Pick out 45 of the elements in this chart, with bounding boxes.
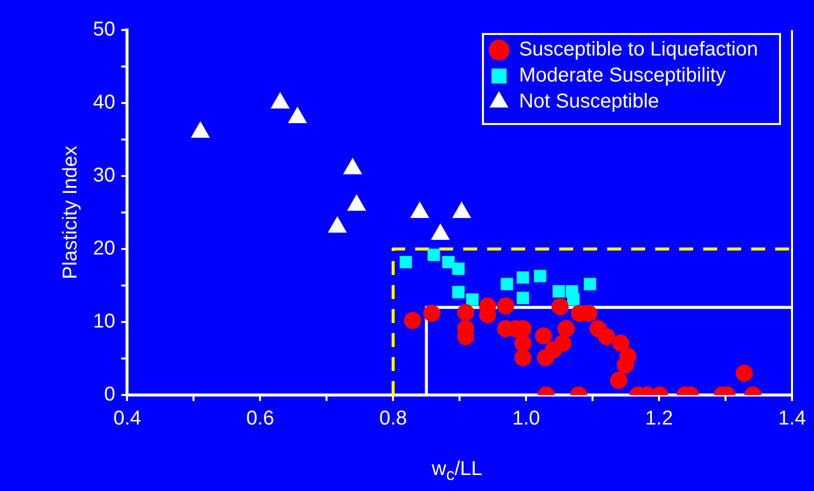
y-tick-label: 30 [92, 164, 116, 187]
point [552, 285, 565, 298]
y-tick-label: 50 [92, 18, 116, 41]
point [584, 278, 596, 290]
point [598, 328, 616, 346]
x-tick-label: 1.0 [512, 408, 540, 430]
y-tick-label: 0 [104, 384, 116, 406]
point [612, 334, 629, 352]
point [534, 327, 552, 344]
x-tick-label: 0.8 [379, 408, 408, 430]
point [534, 270, 546, 282]
point [442, 256, 454, 268]
legend-label: Susceptible to Liquefaction [518, 38, 758, 61]
point [516, 292, 529, 304]
point [514, 334, 532, 352]
x-tick-label: 0.4 [113, 408, 142, 430]
y-tick-label: 10 [92, 310, 116, 333]
y-tick-label: 40 [92, 92, 116, 114]
point [423, 304, 440, 322]
x-tick-label: 0.6 [246, 408, 274, 430]
point [552, 298, 568, 316]
x-axis-title: w$_{c}$/LL [430, 458, 484, 485]
point [466, 293, 478, 306]
point [496, 297, 514, 314]
point [457, 304, 474, 322]
point [557, 320, 574, 338]
point [404, 312, 421, 330]
x-tick-label: 1.4 [778, 408, 806, 430]
legend-label: Moderate Susceptibility [518, 64, 726, 87]
point [736, 364, 753, 382]
point [452, 262, 464, 275]
point [567, 293, 580, 306]
point [428, 248, 440, 261]
legend-label: Not Susceptible [518, 90, 660, 113]
point [610, 372, 627, 389]
point [400, 256, 412, 268]
point [500, 278, 513, 290]
point [514, 349, 532, 366]
y-axis-title: Plasticity Index [60, 146, 82, 280]
point [452, 286, 464, 298]
x-tick-label: 1.2 [645, 408, 673, 430]
point [554, 334, 572, 352]
point [516, 271, 529, 284]
point [616, 356, 634, 374]
y-tick-label: 20 [92, 238, 116, 260]
